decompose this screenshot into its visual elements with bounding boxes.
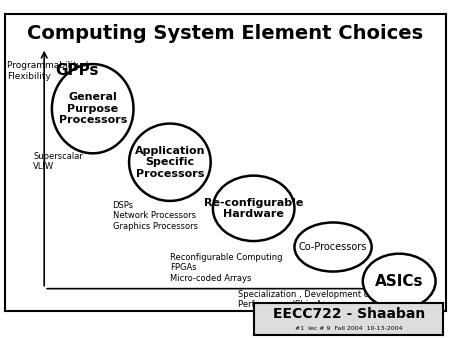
Text: DSPs
Network Processors
Graphics Processors: DSPs Network Processors Graphics Process… [112, 201, 198, 231]
Text: Programmability /
Flexibility: Programmability / Flexibility [7, 61, 87, 80]
Text: GPPs: GPPs [55, 63, 99, 78]
Text: Specialization , Development cost/time
Performance/Chip Area: Specialization , Development cost/time P… [238, 290, 403, 310]
Ellipse shape [213, 176, 294, 241]
Text: Superscalar
VLIW: Superscalar VLIW [33, 152, 83, 171]
Ellipse shape [129, 124, 211, 201]
Text: EECC722 - Shaaban: EECC722 - Shaaban [273, 307, 425, 321]
Text: ASICs: ASICs [375, 274, 423, 289]
Text: General
Purpose
Processors: General Purpose Processors [58, 92, 127, 125]
Text: Application
Specific
Processors: Application Specific Processors [135, 146, 205, 179]
Text: Co-Processors: Co-Processors [299, 242, 367, 252]
Ellipse shape [363, 254, 436, 309]
Ellipse shape [52, 64, 134, 153]
Text: Reconfigurable Computing
FPGAs
Micro-coded Arrays: Reconfigurable Computing FPGAs Micro-cod… [170, 253, 283, 283]
Text: Re-configurable
Hardware: Re-configurable Hardware [204, 197, 303, 219]
Text: Computing System Element Choices: Computing System Element Choices [27, 24, 423, 43]
Ellipse shape [294, 222, 372, 271]
Text: #1  lec # 9  Fall 2004  10-13-2004: #1 lec # 9 Fall 2004 10-13-2004 [295, 327, 402, 331]
